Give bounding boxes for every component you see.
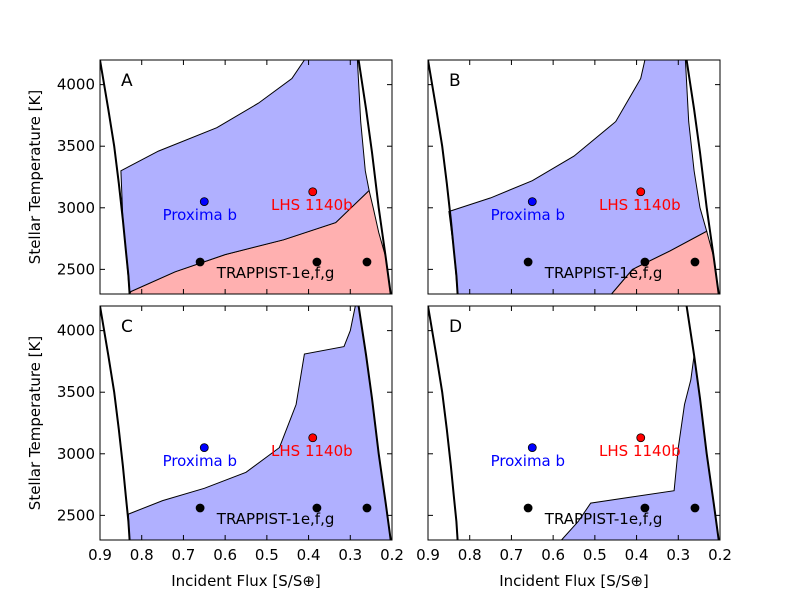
planet-point	[528, 198, 536, 206]
planet-point	[200, 444, 208, 452]
inner-boundary-line	[428, 60, 458, 294]
planet-point	[524, 258, 532, 266]
planet-label: Proxima b	[491, 452, 565, 470]
x-tick-label: 0.6	[541, 546, 565, 564]
y-tick-label: 2500	[57, 260, 95, 278]
inner-boundary-line	[100, 306, 130, 540]
x-tick-label: 0.8	[458, 546, 482, 564]
planet-point	[637, 188, 645, 196]
planet-point	[363, 258, 371, 266]
plot-area: Proxima b LHS 1140b TRAPPIST-1e,f,g	[428, 60, 719, 294]
planet-point	[309, 434, 317, 442]
planet-label: TRAPPIST-1e,f,g	[544, 264, 663, 282]
x-axis-label: Incident Flux [S/S⊕]	[171, 572, 321, 590]
x-tick-label: 0.4	[297, 546, 321, 564]
x-tick-label: 0.2	[380, 546, 404, 564]
planet-label: TRAPPIST-1e,f,g	[216, 264, 335, 282]
planet-label: LHS 1140b	[599, 196, 681, 214]
x-tick-label: 0.9	[88, 546, 112, 564]
y-tick-label: 2500	[57, 506, 95, 524]
panel-b: Proxima b LHS 1140b TRAPPIST-1e,f,g B	[428, 60, 720, 294]
x-tick-label: 0.2	[708, 546, 732, 564]
planet-label: Proxima b	[491, 206, 565, 224]
planet-label: LHS 1140b	[271, 196, 353, 214]
panel-d: Proxima b LHS 1140b TRAPPIST-1e,f,g D 0.9 0.8…	[416, 306, 732, 590]
planet-point	[196, 258, 204, 266]
x-tick-label: 0.9	[416, 546, 440, 564]
planet-point	[691, 258, 699, 266]
x-tick-label: 0.5	[583, 546, 607, 564]
panel-c: Proxima b LHS 1140b TRAPPIST-1e,f,g C 0.9 0.8…	[26, 306, 404, 590]
y-tick-label: 3000	[57, 445, 95, 463]
y-axis-label: Stellar Temperature [K]	[26, 336, 44, 510]
planet-point	[309, 188, 317, 196]
x-tick-label: 0.8	[130, 546, 154, 564]
inner-boundary-line	[428, 306, 458, 540]
planet-label: TRAPPIST-1e,f,g	[216, 510, 335, 528]
y-tick-label: 3000	[57, 199, 95, 217]
planet-point	[196, 504, 204, 512]
planet-label: TRAPPIST-1e,f,g	[544, 510, 663, 528]
y-tick-label: 3500	[57, 137, 95, 155]
x-tick-label: 0.6	[213, 546, 237, 564]
planet-label: LHS 1140b	[271, 442, 353, 460]
planet-point	[637, 434, 645, 442]
panel-label: A	[121, 71, 133, 91]
x-tick-label: 0.7	[499, 546, 523, 564]
y-tick-label: 3500	[57, 383, 95, 401]
panel-label: C	[121, 317, 133, 337]
panel-a: Proxima b LHS 1140b TRAPPIST-1e,f,g A 2500 30…	[26, 60, 392, 294]
x-tick-label: 0.5	[255, 546, 279, 564]
planet-point	[200, 198, 208, 206]
x-axis-label: Incident Flux [S/S⊕]	[499, 572, 649, 590]
planet-point	[524, 504, 532, 512]
panel-label: D	[449, 317, 462, 337]
x-tick-label: 0.4	[625, 546, 649, 564]
x-tick-label: 0.3	[338, 546, 362, 564]
planet-label: LHS 1140b	[599, 442, 681, 460]
panel-label: B	[449, 71, 461, 91]
x-tick-label: 0.3	[666, 546, 690, 564]
plot-area: Proxima b LHS 1140b TRAPPIST-1e,f,g	[100, 306, 391, 540]
habitable-region	[128, 306, 390, 540]
plot-area: Proxima b LHS 1140b TRAPPIST-1e,f,g	[428, 306, 719, 540]
plot-area: Proxima b LHS 1140b TRAPPIST-1e,f,g	[100, 60, 391, 294]
planet-point	[691, 504, 699, 512]
y-axis-label: Stellar Temperature [K]	[26, 90, 44, 264]
planet-label: Proxima b	[163, 452, 237, 470]
planet-label: Proxima b	[163, 206, 237, 224]
planet-point	[363, 504, 371, 512]
x-tick-label: 0.7	[171, 546, 195, 564]
y-tick-label: 4000	[57, 76, 95, 94]
planet-point	[528, 444, 536, 452]
y-tick-label: 4000	[57, 322, 95, 340]
